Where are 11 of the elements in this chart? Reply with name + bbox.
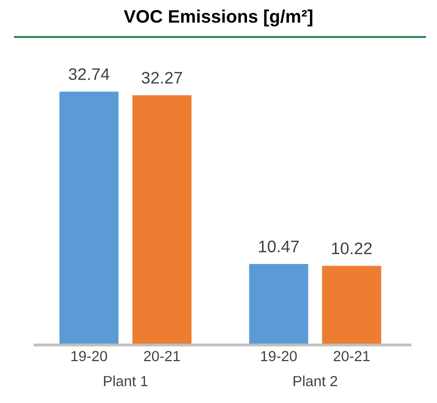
data-label: 10.47	[259, 240, 299, 252]
chart-title: VOC Emissions [g/m²]	[124, 10, 312, 26]
data-label: 10.22	[332, 242, 372, 254]
x-tick-label: 20-21	[144, 350, 180, 362]
data-label: 32.27	[142, 72, 182, 84]
text: Plant 1	[104, 376, 148, 386]
data-label: 32.74	[68, 68, 110, 80]
text: Plant 2	[294, 376, 338, 386]
x-tick-label: 20-21	[334, 350, 370, 362]
x-tick-label: 19-20	[261, 350, 297, 362]
x-tick-label: 19-20	[71, 350, 108, 362]
